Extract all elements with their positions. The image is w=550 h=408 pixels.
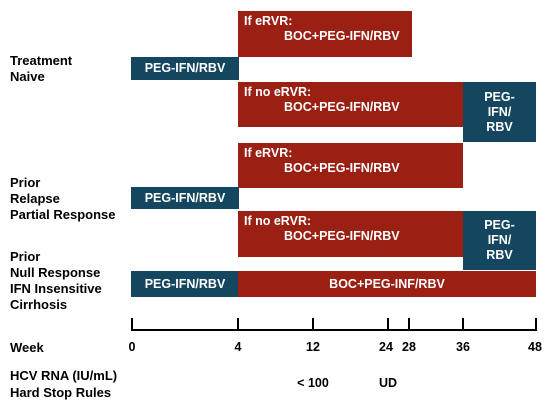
tick-label-4: 4	[234, 340, 242, 354]
relapse-ervr-bar: If eRVR: BOC+PEG-IFN/RBV	[238, 143, 463, 188]
relapse-tail-peg-bar: PEG- IFN/ RBV	[463, 211, 536, 270]
naive-no-ervr-bar: If no eRVR: BOC+PEG-IFN/RBV	[238, 82, 463, 127]
naive-ervr-bar: If eRVR: BOC+PEG-IFN/RBV	[238, 11, 412, 57]
axis-tick-36	[462, 318, 464, 331]
axis-tick-48	[535, 318, 537, 331]
null-main-treatment-bar: BOC+PEG-INF/RBV	[238, 271, 536, 297]
week-axis-line	[131, 329, 537, 331]
group-label-prior-null-response: Prior Null Response IFN Insensitive Cirr…	[10, 249, 102, 312]
hard-stop-rules-label: HCV RNA (IU/mL) Hard Stop Rules	[10, 368, 118, 400]
week12-stop-rule: < 100	[297, 376, 329, 390]
tick-label-48: 48	[528, 340, 542, 354]
naive-tail-peg-bar: PEG- IFN/ RBV	[463, 82, 536, 142]
axis-tick-12	[312, 318, 314, 331]
axis-tick-24	[387, 318, 389, 331]
null-lead-in-bar: PEG-IFN/RBV	[131, 271, 239, 297]
axis-tick-28	[408, 318, 410, 331]
tick-label-12: 12	[306, 340, 320, 354]
axis-tick-0	[131, 318, 133, 331]
group-label-treatment-naive: Treatment Naive	[10, 53, 73, 84]
group-label-prior-relapse: Prior Relapse Partial Response	[10, 175, 116, 222]
week24-stop-rule: UD	[378, 376, 398, 390]
naive-lead-in-bar: PEG-IFN/RBV	[131, 57, 239, 80]
axis-tick-4	[237, 318, 239, 331]
tick-label-0: 0	[128, 340, 136, 354]
tick-label-24: 24	[379, 340, 393, 354]
tick-label-28: 28	[402, 340, 416, 354]
tick-label-36: 36	[456, 340, 470, 354]
relapse-no-ervr-bar: If no eRVR: BOC+PEG-IFN/RBV	[238, 211, 463, 257]
week-axis-label: Week	[10, 340, 44, 355]
relapse-lead-in-bar: PEG-IFN/RBV	[131, 187, 239, 209]
